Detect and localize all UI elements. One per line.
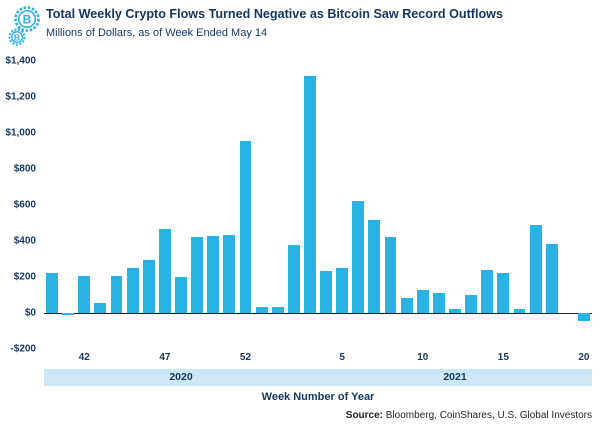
bar-2021-w3 [303, 76, 316, 313]
bar-2020-w53 [255, 306, 268, 313]
x-tick-label-week-15: 15 [497, 352, 509, 363]
x-tick-label-week-47: 47 [159, 352, 171, 363]
bar-2021-w1 [271, 306, 284, 313]
bar-2021-w17 [529, 224, 542, 313]
source-note: Source: Bloomberg, CoinShares, U.S. Glob… [0, 410, 592, 421]
x-axis-title: Week Number of Year [261, 391, 375, 403]
year-band: 2020 2021 [44, 369, 592, 386]
bar-2020-w44 [110, 276, 123, 313]
x-tick-label-week-42: 42 [78, 352, 90, 363]
svg-text:B: B [23, 13, 32, 27]
bar-2020-w50 [207, 235, 220, 313]
plot-area [44, 61, 592, 349]
bar-2021-w8 [384, 237, 397, 313]
bar-2020-w42 [78, 276, 91, 313]
bar-2020-w45 [126, 268, 139, 313]
bar-2020-w49 [191, 236, 204, 313]
bar-2021-w15 [497, 273, 510, 313]
bar-2021-w10 [416, 289, 429, 313]
svg-text:B: B [14, 32, 20, 42]
y-tick-label: $600 [13, 199, 36, 211]
source-text: Bloomberg, CoinShares, U.S. Global Inves… [383, 410, 592, 421]
titles: Total Weekly Crypto Flows Turned Negativ… [46, 6, 503, 39]
bar-2021-w20 [577, 313, 590, 322]
y-tick-label: -$200 [10, 343, 36, 355]
x-tick-label-week-52: 52 [239, 352, 252, 363]
chart: $1,400 $1,200 $1,000 $800 $600 $400 $200 $0 -$20… [0, 56, 600, 403]
x-axis: 42 47 52 5 10 15 20 [44, 349, 592, 367]
y-tick-label: $0 [24, 307, 36, 319]
bar-2020-w47 [158, 229, 171, 313]
x-tick-label-week-20: 20 [578, 352, 590, 363]
y-tick-label: $800 [13, 163, 36, 175]
y-tick-label: $1,400 [5, 55, 36, 67]
y-tick-label: $200 [13, 271, 36, 283]
year-label-2021: 2021 [443, 371, 467, 383]
bar-2021-w18 [545, 243, 558, 313]
bar-2020-w46 [142, 259, 155, 313]
bar-2021-w13 [465, 295, 478, 313]
bar-2020-w51 [223, 234, 236, 313]
source-label: Source: [345, 410, 384, 421]
chart-title: Total Weekly Crypto Flows Turned Negativ… [46, 7, 503, 21]
bitcoin-coins-icon: B B [8, 6, 40, 53]
bar-2020-w48 [175, 277, 187, 313]
bar-2021-w6 [352, 201, 365, 313]
y-tick-label: $1,000 [5, 127, 36, 139]
chart-header: B B Total Weekly Crypto Flows Turned Neg… [0, 0, 600, 53]
bar-2021-w11 [432, 293, 445, 313]
bar-2021-w16 [513, 309, 526, 313]
bar-2020-w40 [46, 273, 59, 313]
y-axis: $1,400 $1,200 $1,000 $800 $600 $400 $200 $0 -$20… [0, 56, 40, 355]
bar-2020-w43 [94, 303, 107, 313]
bar-2021-w4 [320, 270, 333, 313]
x-tick-label-week-10: 10 [417, 352, 429, 363]
bar-2021-w14 [481, 269, 494, 313]
bar-2021-w5 [336, 268, 349, 313]
y-tick-label: $1,200 [5, 91, 36, 103]
bar-2021-w2 [287, 244, 300, 313]
bar-2021-w7 [368, 220, 381, 313]
year-label-2020: 2020 [169, 371, 193, 383]
zero-axis-line [44, 313, 592, 314]
bar-2020-w52 [239, 141, 252, 313]
bar-2020-w41 [62, 313, 75, 315]
x-tick-label-week-5: 5 [339, 352, 345, 363]
bar-2021-w12 [449, 308, 461, 313]
y-tick-label: $400 [13, 235, 36, 247]
chart-subtitle: Millions of Dollars, as of Week Ended Ma… [46, 26, 268, 39]
bar-2021-w9 [400, 297, 413, 313]
